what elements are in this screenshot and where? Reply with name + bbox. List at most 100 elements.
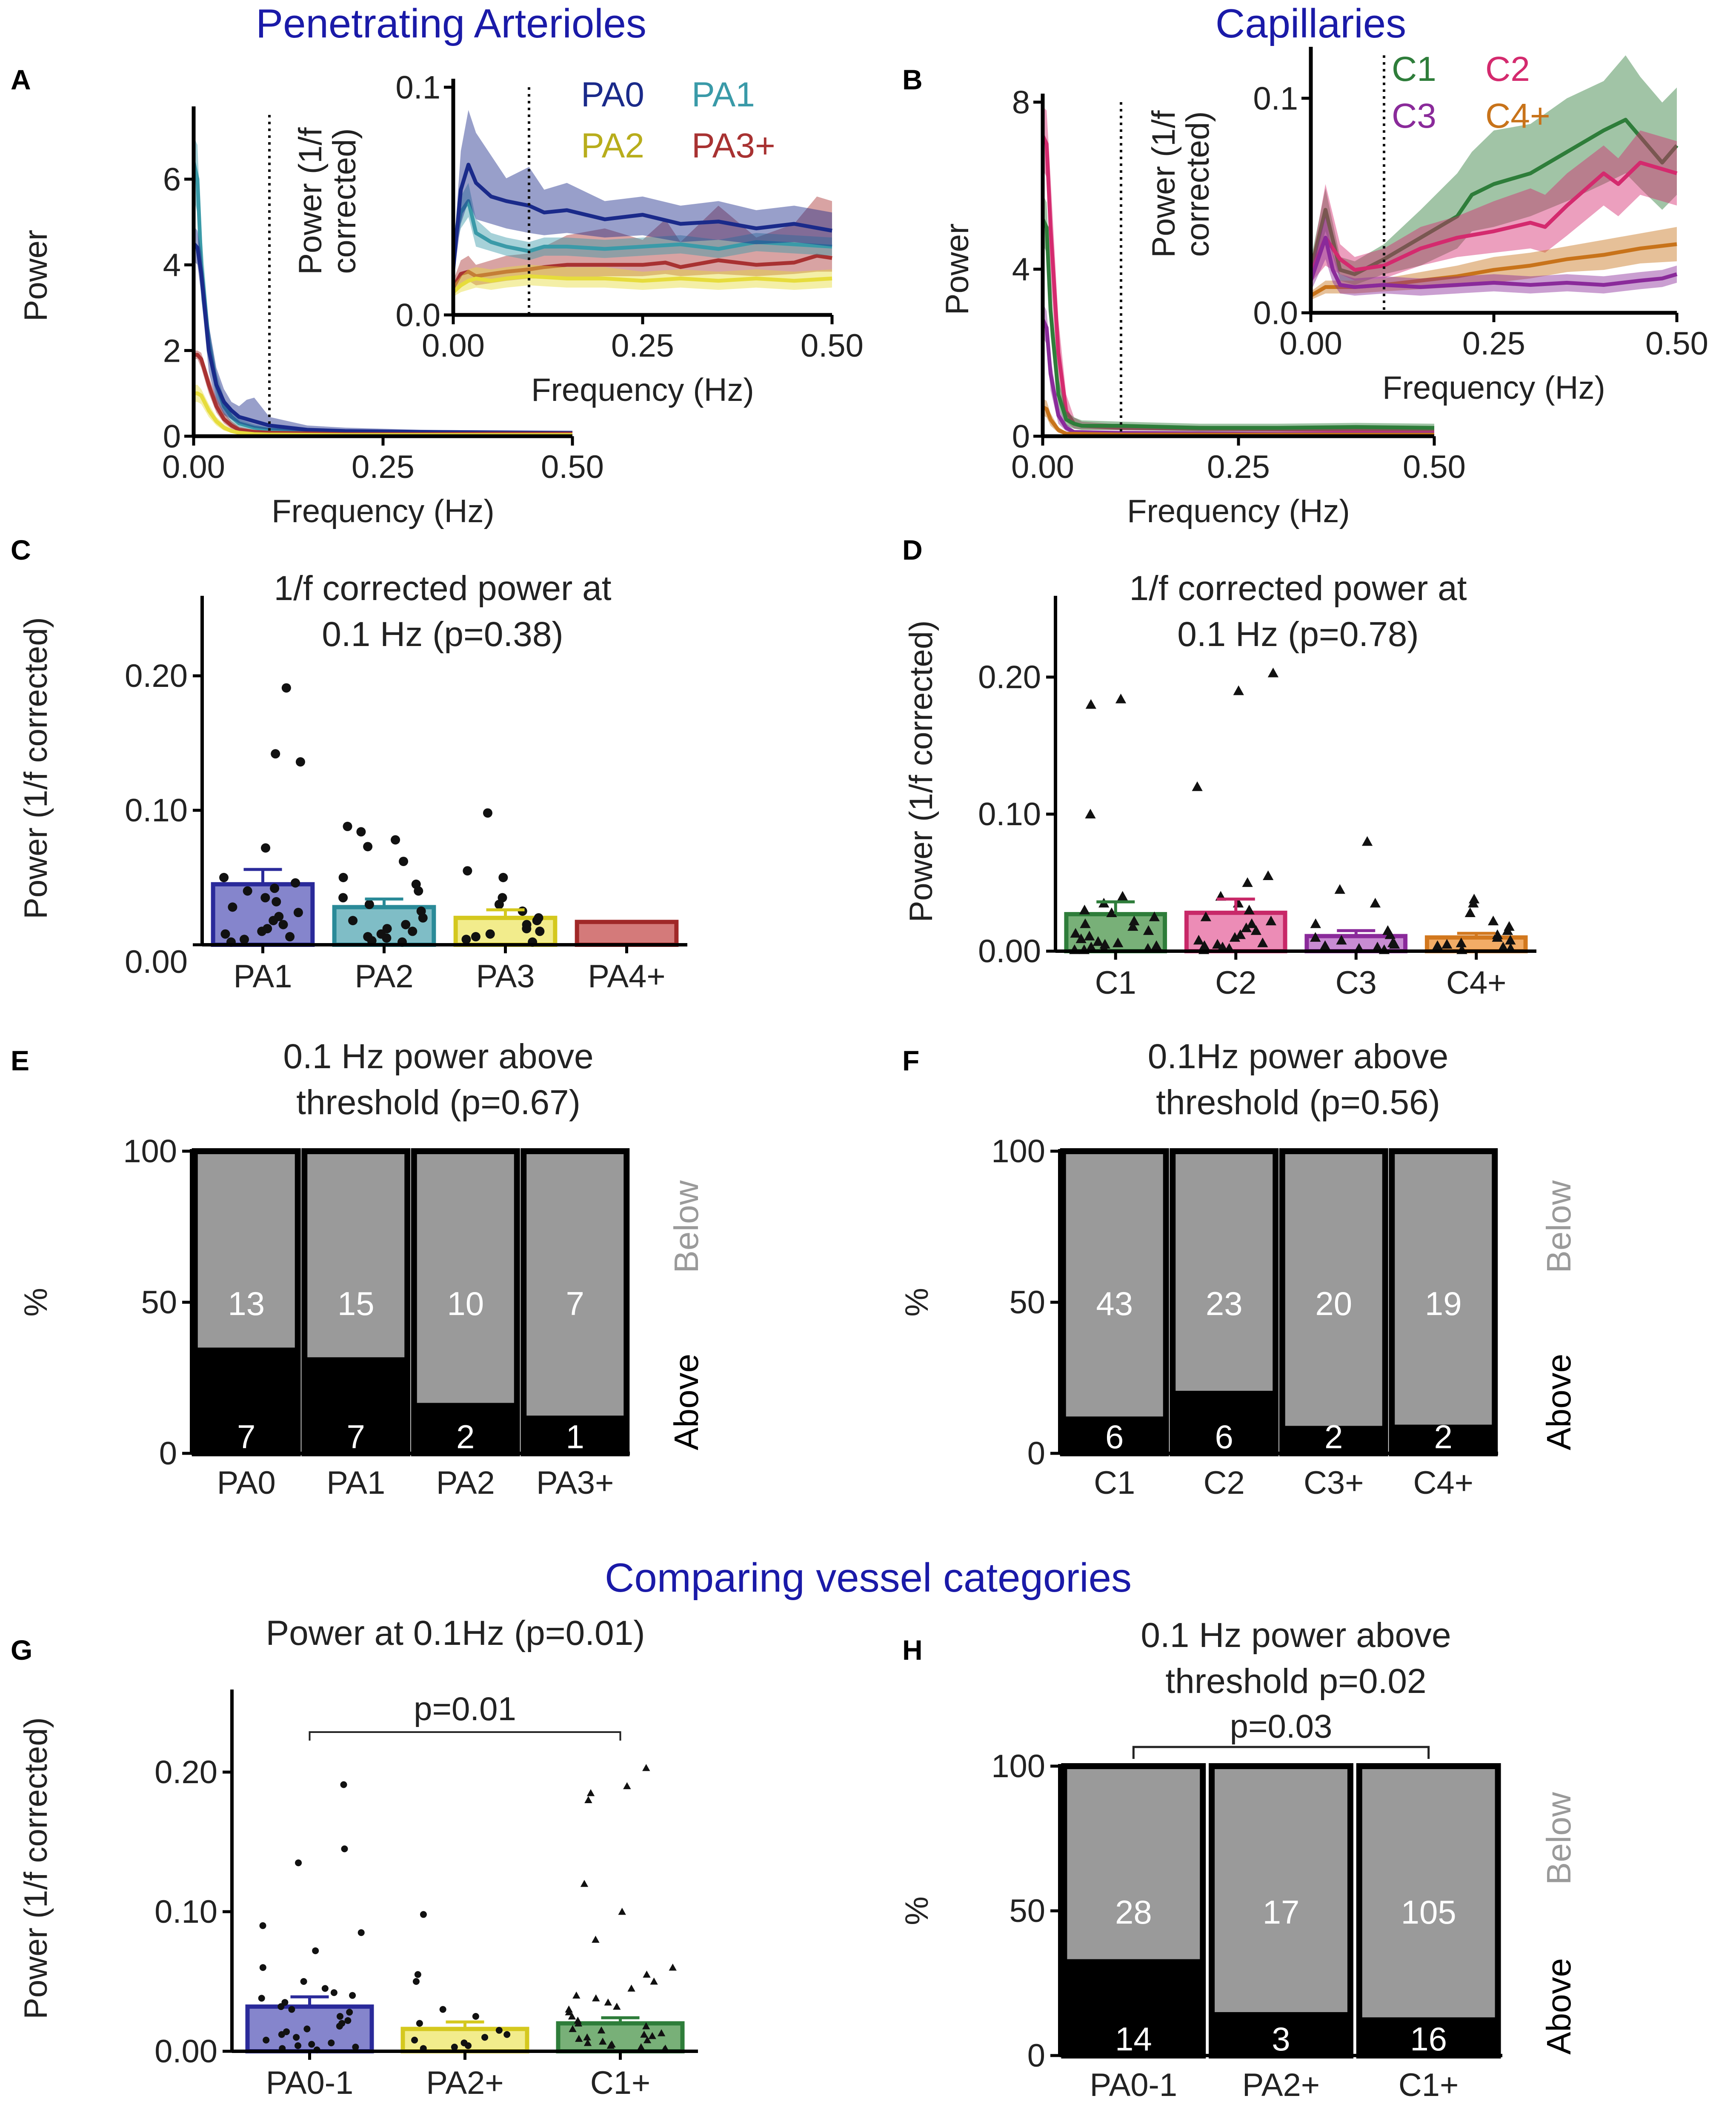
error-band-PA0 (194, 226, 572, 434)
count-above-PA2: 2 (456, 1418, 475, 1455)
bar-segment-below-PA2+ (1212, 1766, 1350, 2012)
data-point (472, 2013, 479, 2020)
error-band-PA0 (453, 110, 832, 281)
data-point (228, 902, 237, 912)
chart-title-line1: 0.1 Hz power above (1141, 1616, 1451, 1655)
significance-label: p=0.01 (414, 1690, 516, 1727)
chart-title-line1: 0.1 Hz power above (283, 1037, 593, 1076)
heading-penetrating-arterioles: Penetrating Arterioles (256, 1, 646, 46)
data-point (648, 2032, 656, 2039)
x-axis-label: Frequency (Hz) (531, 372, 754, 408)
data-point (1464, 907, 1476, 917)
bar-segment-below-PA0 (194, 1151, 298, 1348)
y-tick-label: 100 (123, 1133, 177, 1169)
data-point (580, 1880, 589, 1887)
y-tick-label: 0 (1027, 1435, 1045, 1472)
data-point (1233, 685, 1244, 695)
data-point (485, 929, 495, 939)
data-point (613, 2002, 621, 2010)
bar-segment-below-C1+ (1359, 1766, 1498, 2018)
data-point (219, 873, 229, 882)
data-point (295, 757, 305, 767)
legend-below-label: Below (1540, 1792, 1578, 1885)
y-tick-label: 0.10 (125, 792, 188, 829)
data-point (598, 2037, 607, 2045)
y-tick-label: 0 (159, 1435, 177, 1472)
count-below-C3+: 20 (1315, 1285, 1352, 1322)
count-above-PA0: 7 (237, 1418, 255, 1455)
data-point (1151, 940, 1162, 950)
series-B-C1 (1041, 194, 1435, 432)
data-point (1200, 911, 1211, 921)
data-point (338, 893, 348, 903)
data-point (295, 2042, 302, 2049)
legend-below-label: Below (667, 1180, 705, 1273)
panel-label: H (902, 1634, 923, 1666)
data-point (408, 926, 418, 936)
y-axis-label: Power (939, 223, 975, 315)
data-point (592, 1994, 600, 2001)
x-category-label: PA3 (476, 958, 535, 995)
data-point (451, 2044, 458, 2051)
legend-above-label: Above (667, 1354, 705, 1450)
chart-title-line2: threshold (p=0.67) (296, 1083, 581, 1122)
chart-title-line1: Power at 0.1Hz (p=0.01) (266, 1614, 645, 1653)
count-below-PA0-1: 28 (1115, 1893, 1152, 1931)
data-point (1267, 667, 1279, 678)
data-point (418, 913, 428, 923)
y-tick-label: 0 (163, 419, 181, 455)
data-point (1262, 870, 1274, 881)
data-point (391, 835, 400, 845)
data-point (584, 1796, 592, 1803)
panel-label: E (11, 1045, 29, 1076)
data-point (1384, 929, 1396, 939)
panel-label: C (11, 534, 31, 566)
data-point (1193, 935, 1204, 945)
y-tick-label: 100 (991, 1133, 1045, 1169)
data-point (272, 897, 281, 906)
data-point (1242, 877, 1253, 887)
error-band-C3 (1311, 216, 1677, 296)
data-point (288, 2006, 295, 2013)
x-tick-label: 0.25 (1207, 449, 1270, 485)
count-below-C2: 23 (1206, 1285, 1243, 1322)
data-point (1093, 936, 1104, 946)
data-point (1334, 884, 1345, 894)
bar-segment-above-C2 (1173, 1391, 1276, 1453)
data-point (471, 932, 480, 942)
data-point (1468, 898, 1479, 908)
x-tick-label: 0.50 (1645, 326, 1708, 362)
y-tick-label: 0 (1012, 419, 1030, 455)
data-point (416, 2020, 423, 2027)
count-above-C1+: 16 (1410, 2020, 1447, 2058)
panel-label: B (902, 64, 923, 95)
data-point (669, 1964, 677, 1971)
y-axis-label-line2: corrected) (1180, 111, 1216, 257)
panel-label: D (902, 534, 923, 566)
x-tick-label: 0.00 (1279, 326, 1342, 362)
legend-label-PA3+: PA3+ (692, 126, 775, 165)
y-tick-label: 0.10 (154, 1894, 217, 1930)
data-point (1241, 922, 1252, 932)
significance-label: p=0.03 (1230, 1707, 1333, 1745)
data-point (1106, 907, 1117, 917)
data-point (420, 1911, 427, 1918)
legend-above-label: Above (1540, 1958, 1578, 2055)
bar-plot-C: PA1 PA2 PA3 PA4+ 0.00 0.10 0.20 Power (1/f corr… (11, 534, 687, 995)
heading-comparing-vessel-categories: Comparing vessel categories (605, 1555, 1132, 1601)
series-line-C4+ (1310, 242, 1677, 297)
data-point (503, 2031, 511, 2038)
data-point (414, 1971, 421, 1978)
data-point (382, 933, 392, 943)
data-point (1085, 809, 1096, 819)
data-point (243, 886, 252, 896)
y-tick-label: 0.0 (1253, 295, 1298, 332)
series-line-PA3+ (452, 254, 832, 289)
x-tick-label: 0.50 (1403, 449, 1466, 485)
x-category-label: PA2 (436, 1465, 495, 1501)
x-category-label: PA0 (217, 1465, 276, 1501)
bar-segment-above-C4+ (1392, 1424, 1495, 1453)
data-point (535, 926, 545, 936)
data-point (363, 842, 373, 852)
data-point (328, 2039, 335, 2047)
